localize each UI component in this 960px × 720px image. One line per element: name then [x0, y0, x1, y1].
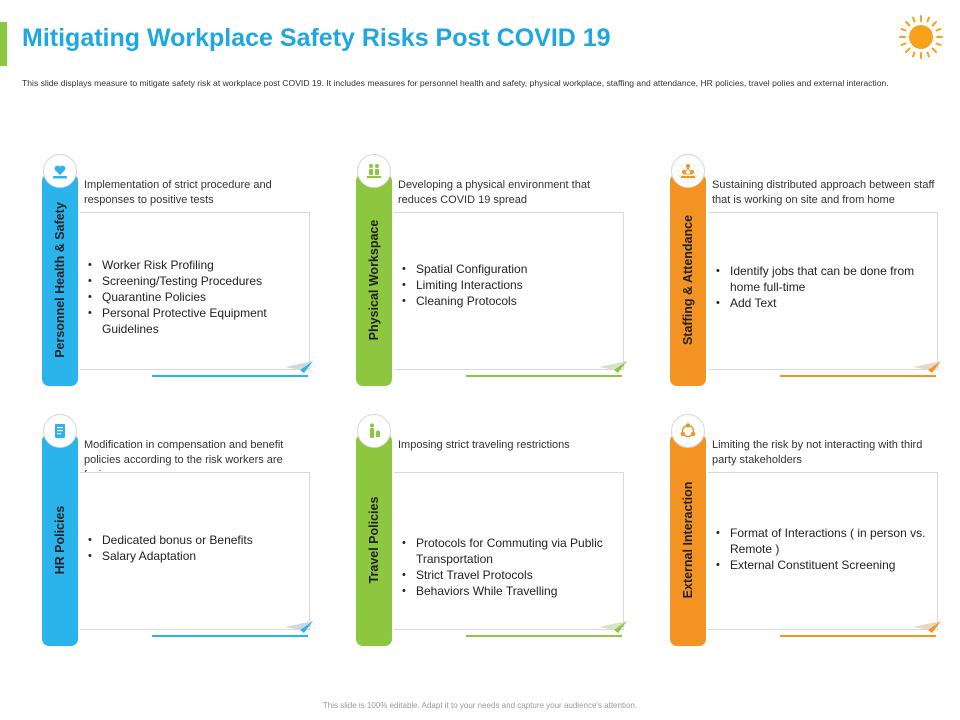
slide-description: This slide displays measure to mitigate …: [22, 78, 889, 88]
document-icon: [49, 420, 71, 442]
card-physical-workspace: Physical Workspace Developing a physical…: [356, 154, 627, 394]
list-item: Personal Protective Equipment Guidelines: [88, 305, 298, 337]
list-item: Dedicated bonus or Benefits: [88, 532, 298, 548]
list-item: Screening/Testing Procedures: [88, 273, 298, 289]
list-item: Identify jobs that can be done from home…: [716, 263, 926, 295]
card-icon-badge: [357, 154, 391, 188]
list-item: Worker Risk Profiling: [88, 257, 298, 273]
list-item: Strict Travel Protocols: [402, 567, 612, 583]
card-label-pill: [42, 434, 78, 646]
card-label-pill: [42, 174, 78, 386]
page-title: Mitigating Workplace Safety Risks Post C…: [22, 24, 611, 52]
card-staffing-attendance: Staffing & Attendance Sustaining distrib…: [670, 154, 941, 394]
paper-plane-icon: [285, 361, 313, 373]
card-vertical-label: HR Policies: [53, 505, 67, 575]
paper-plane-icon: [285, 621, 313, 633]
paper-plane-icon: [913, 621, 941, 633]
paper-plane-icon: [599, 361, 627, 373]
paper-plane-icon: [913, 361, 941, 373]
list-item: Quarantine Policies: [88, 289, 298, 305]
list-item: Salary Adaptation: [88, 548, 298, 564]
traveler-luggage-icon: [363, 420, 385, 442]
workspace-people-icon: [363, 160, 385, 182]
card-heading: Implementation of strict procedure and r…: [84, 179, 272, 206]
card-personnel-health-safety: Personnel Health & Safety Implementation…: [42, 154, 313, 394]
card-bullet-list: Spatial Configuration Limiting Interacti…: [402, 261, 612, 309]
card-label-pill: [670, 174, 706, 386]
sun-icon: [899, 15, 943, 59]
card-underline: [780, 375, 936, 377]
card-bullet-list: Protocols for Commuting via Public Trans…: [402, 535, 612, 599]
card-external-interaction: External Interaction Limiting the risk b…: [670, 414, 941, 654]
list-item: Spatial Configuration: [402, 261, 612, 277]
paper-plane-icon: [599, 621, 627, 633]
card-underline: [780, 635, 936, 637]
card-underline: [152, 375, 308, 377]
card-icon-badge: [357, 414, 391, 448]
card-vertical-label: External Interaction: [681, 481, 695, 599]
card-icon-badge: [43, 154, 77, 188]
card-icon-badge: [671, 154, 705, 188]
card-bullet-list: Format of Interactions ( in person vs. R…: [716, 525, 926, 573]
card-underline: [152, 635, 308, 637]
staff-pyramid-icon: [677, 160, 699, 182]
card-vertical-label: Travel Policies: [367, 496, 381, 584]
card-heading: Limiting the risk by not interacting wit…: [712, 439, 923, 466]
card-heading: Imposing strict traveling restrictions: [398, 439, 570, 451]
card-label-pill: [356, 174, 392, 386]
card-bullet-list: Identify jobs that can be done from home…: [716, 263, 926, 311]
card-underline: [466, 375, 622, 377]
card-icon-badge: [671, 414, 705, 448]
card-heading: Modification in compensation and benefit…: [84, 439, 284, 481]
footer-note: This slide is 100% editable. Adapt it to…: [322, 701, 638, 710]
card-bullet-list: Worker Risk Profiling Screening/Testing …: [88, 257, 298, 337]
health-heart-hand-icon: [49, 160, 71, 182]
card-bullet-list: Dedicated bonus or Benefits Salary Adapt…: [88, 532, 298, 564]
card-heading: Developing a physical environment that r…: [398, 179, 591, 206]
list-item: Add Text: [716, 295, 926, 311]
list-item: Format of Interactions ( in person vs. R…: [716, 525, 926, 557]
card-underline: [466, 635, 622, 637]
card-vertical-label: Staffing & Attendance: [681, 214, 695, 346]
card-hr-policies: HR Policies Modification in compensation…: [42, 414, 313, 654]
list-item: External Constituent Screening: [716, 557, 926, 573]
list-item: Limiting Interactions: [402, 277, 612, 293]
card-label-pill: [356, 434, 392, 646]
title-accent-bar: [0, 22, 7, 66]
list-item: Cleaning Protocols: [402, 293, 612, 309]
network-interaction-icon: [677, 420, 699, 442]
card-icon-badge: [43, 414, 77, 448]
card-vertical-label: Physical Workspace: [367, 219, 381, 341]
list-item: Protocols for Commuting via Public Trans…: [402, 535, 612, 567]
list-item: Behaviors While Travelling: [402, 583, 612, 599]
card-label-pill: [670, 434, 706, 646]
card-travel-policies: Travel Policies Imposing strict travelin…: [356, 414, 627, 654]
card-heading: Sustaining distributed approach between …: [712, 179, 935, 206]
card-vertical-label: Personnel Health & Safety: [53, 202, 67, 358]
